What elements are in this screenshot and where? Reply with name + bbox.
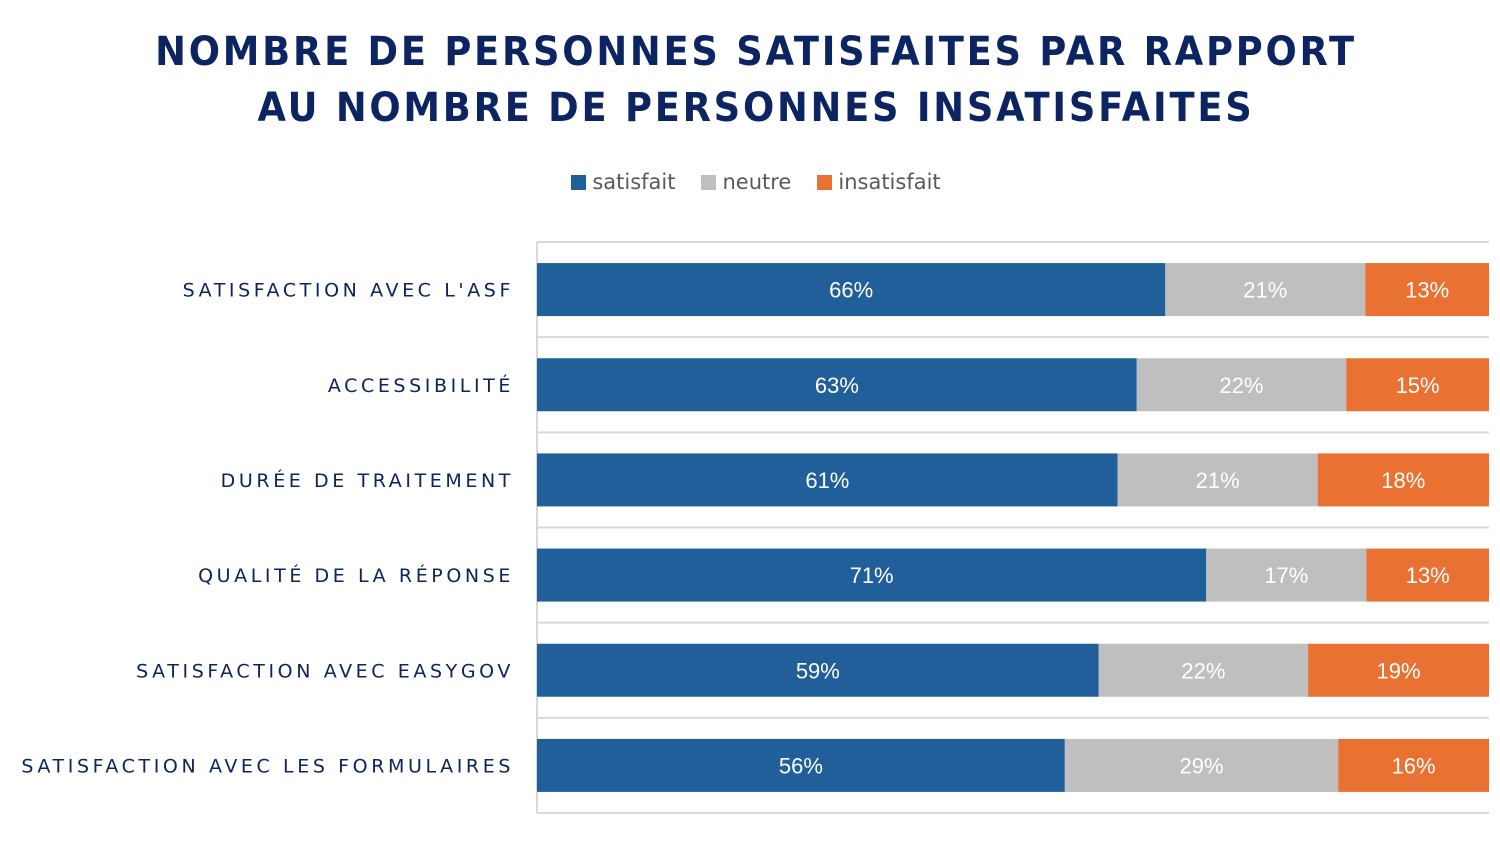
legend-label-insatisfait: insatisfait (838, 170, 941, 194)
legend-item-insatisfait: insatisfait (817, 170, 941, 194)
legend-label-neutre: neutre (722, 170, 792, 194)
legend-item-neutre: neutre (701, 170, 791, 194)
category-label: SATISFACTION AVEC L'ASF (183, 280, 514, 302)
bar-segment-insatisfait (1338, 738, 1489, 792)
category-label: DURÉE DE TRAITEMENT (221, 469, 514, 492)
category-label: QUALITÉ DE LA RÉPONSE (198, 564, 514, 587)
data-label-neutre: 22% (1181, 658, 1225, 683)
data-label-satisfait: 59% (796, 658, 840, 683)
bar-segment-satisfait (537, 548, 1207, 602)
legend-item-satisfait: satisfait (571, 170, 675, 194)
data-label-satisfait: 71% (850, 563, 894, 588)
bar-segment-satisfait (537, 643, 1099, 697)
data-label-satisfait: 61% (805, 468, 849, 493)
data-label-neutre: 17% (1264, 563, 1308, 588)
legend-label-satisfait: satisfait (592, 170, 676, 194)
category-label: SATISFACTION AVEC EASYGOV (136, 660, 514, 682)
chart-title-line-1: NOMBRE DE PERSONNES SATISFAITES PAR RAPP… (155, 29, 1357, 75)
bar-segment-neutre (1098, 643, 1309, 697)
legend-swatch-insatisfait (817, 174, 833, 190)
bar-segment-satisfait (537, 453, 1118, 507)
bar-segment-insatisfait (1308, 643, 1489, 697)
data-label-neutre: 22% (1219, 373, 1263, 398)
bar-segment-insatisfait (1317, 453, 1489, 507)
data-label-insatisfait: 13% (1405, 278, 1449, 303)
data-label-insatisfait: 16% (1392, 753, 1436, 778)
category-label: SATISFACTION AVEC LES FORMULAIRES (21, 755, 514, 777)
legend-swatch-neutre (701, 174, 717, 190)
data-label-insatisfait: 18% (1381, 468, 1425, 493)
bar-segment-satisfait (537, 358, 1137, 412)
data-label-neutre: 21% (1243, 278, 1287, 303)
bar-segment-neutre (1165, 263, 1366, 317)
bar-segment-neutre (1117, 453, 1318, 507)
bar-segment-insatisfait (1346, 358, 1489, 412)
bar-segment-satisfait (537, 738, 1065, 792)
data-label-insatisfait: 13% (1406, 563, 1450, 588)
chart-title-line-2: AU NOMBRE DE PERSONNES INSATISFAITES (257, 85, 1255, 131)
legend-swatch-satisfait (571, 174, 587, 190)
bar-segment-neutre (1136, 358, 1347, 412)
data-label-neutre: 21% (1196, 468, 1240, 493)
data-label-neutre: 29% (1179, 753, 1223, 778)
data-label-satisfait: 56% (779, 753, 823, 778)
data-label-insatisfait: 19% (1377, 658, 1421, 683)
bar-segment-insatisfait (1365, 263, 1489, 317)
chart-title: NOMBRE DE PERSONNES SATISFAITES PAR RAPP… (60, 24, 1451, 136)
category-label: ACCESSIBILITÉ (328, 374, 514, 397)
data-label-satisfait: 63% (815, 373, 859, 398)
bar-segment-neutre (1064, 738, 1339, 792)
data-label-insatisfait: 15% (1396, 373, 1440, 398)
data-label-satisfait: 66% (829, 278, 873, 303)
chart-legend: satisfait neutre insatisfait (0, 170, 1500, 194)
bar-segment-satisfait (537, 263, 1166, 317)
bar-segment-neutre (1206, 548, 1367, 602)
bar-segment-insatisfait (1366, 548, 1489, 602)
